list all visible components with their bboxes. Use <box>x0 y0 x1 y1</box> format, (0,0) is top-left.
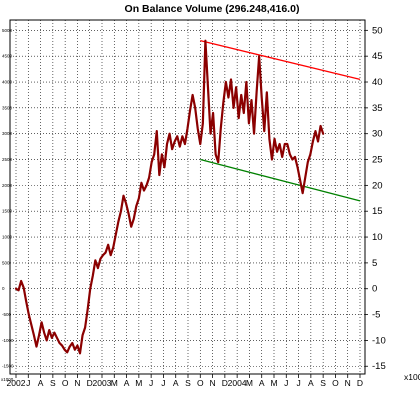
right-tick-label: 25 <box>372 155 383 166</box>
x-tick-label: O <box>62 378 69 388</box>
x-tick-label: J <box>161 378 165 388</box>
left-tick-label: 1500 <box>2 209 13 214</box>
left-axis: 5000450040003500300025002000150010005000… <box>1 28 14 382</box>
x-tick-label: A <box>173 378 179 388</box>
right-tick-label: 5 <box>372 258 377 269</box>
x-tick-label: M <box>246 378 253 388</box>
x-tick-label: O <box>332 378 339 388</box>
left-tick-label: 3000 <box>2 131 13 136</box>
x-tick-label: A <box>259 378 265 388</box>
right-tick-label: 45 <box>372 51 383 62</box>
x-tick-label: D <box>357 378 363 388</box>
trendlines <box>200 40 361 202</box>
x-tick-label: N <box>210 378 216 388</box>
support-trendline <box>200 158 361 202</box>
left-tick-label: 500 <box>2 260 10 265</box>
x-tick-label: J <box>284 378 288 388</box>
right-tick-label: 30 <box>372 129 383 140</box>
x-tick-label: J <box>296 378 300 388</box>
right-tick-label: -5 <box>372 310 380 321</box>
x-tick-label: M <box>111 378 118 388</box>
left-tick-label: -1000 <box>2 338 14 343</box>
left-tick-label: 4000 <box>2 80 13 85</box>
x-tick-label: N <box>345 378 351 388</box>
right-tick-label: 15 <box>372 206 383 217</box>
left-tick-label: 5000 <box>2 28 13 33</box>
left-tick-label: 3500 <box>2 105 13 110</box>
x-tick-label: J <box>149 378 153 388</box>
x-tick-label: 2004 <box>228 378 247 388</box>
x-tick-label: A <box>124 378 130 388</box>
right-tick-label: 10 <box>372 232 383 243</box>
x-tick-label: M <box>135 378 142 388</box>
chart-title: On Balance Volume (296.248,416.0) <box>125 3 300 15</box>
x-tick-label: D <box>87 378 93 388</box>
right-axis-unit: x1000 <box>404 372 420 382</box>
right-tick-label: 35 <box>372 103 383 114</box>
left-tick-label: 1000 <box>2 235 13 240</box>
right-tick-label: 40 <box>372 77 383 88</box>
x-tick-label: 2002 <box>7 378 26 388</box>
left-axis-unit: x1000 <box>1 377 14 382</box>
right-tick-label: 50 <box>372 25 383 36</box>
x-tick-label: A <box>308 378 314 388</box>
x-axis: 2002 J A S O N D 2003 M A M J J A S O N D 2004 M A M J J A S O N D <box>7 374 363 388</box>
right-tick-label: 0 <box>372 284 377 295</box>
resistance-trendline <box>200 40 361 81</box>
left-tick-label: 2500 <box>2 157 13 162</box>
series-layer <box>14 39 325 355</box>
x-tick-label: S <box>185 378 191 388</box>
x-tick-label: S <box>320 378 326 388</box>
x-tick-label: S <box>50 378 56 388</box>
left-tick-label: -500 <box>2 312 12 317</box>
left-tick-label: 4500 <box>2 54 13 59</box>
x-tick-label: 2003 <box>93 378 112 388</box>
left-tick-label: 0 <box>2 286 5 291</box>
x-tick-label: N <box>74 378 80 388</box>
x-tick-label: M <box>270 378 277 388</box>
x-tick-label: O <box>197 378 204 388</box>
left-tick-label: -1500 <box>2 364 14 369</box>
right-tick-label: 20 <box>372 180 383 191</box>
obv-series-line <box>14 39 325 355</box>
gridlines <box>10 20 365 374</box>
x-tick-label: A <box>38 378 44 388</box>
right-tick-label: -10 <box>372 335 386 346</box>
left-tick-label: 2000 <box>2 183 13 188</box>
plot-frame <box>9 19 366 375</box>
x-tick-label: J <box>26 378 30 388</box>
right-tick-label: -15 <box>372 361 386 372</box>
x-tick-label: D <box>222 378 228 388</box>
